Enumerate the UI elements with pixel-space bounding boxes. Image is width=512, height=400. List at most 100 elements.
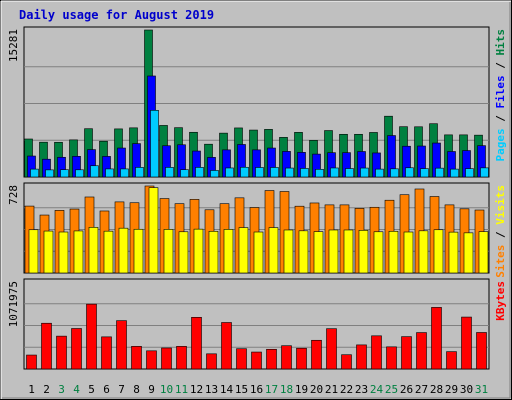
bar-kbytes-day-15 <box>236 348 247 370</box>
bar-pages-day-23 <box>360 167 369 178</box>
bar-visits-day-27 <box>418 230 429 274</box>
bar-pages-day-13 <box>210 170 219 178</box>
panel-1: 15281 Pages / Files / Hits <box>7 26 507 178</box>
bar-pages-day-29 <box>450 168 459 178</box>
bar-kbytes-day-31 <box>476 332 487 370</box>
bar-visits-day-16 <box>253 231 264 274</box>
bar-pages-day-16 <box>255 167 264 178</box>
x-tick-label-day-14: 14 <box>220 383 234 396</box>
bar-visits-day-13 <box>208 230 219 274</box>
bar-visits-day-20 <box>313 231 324 274</box>
bar-visits-day-7 <box>118 227 129 274</box>
bar-pages-day-12 <box>195 167 204 178</box>
x-tick-label-day-11: 11 <box>175 383 188 396</box>
x-tick-label-day-28: 28 <box>430 383 443 396</box>
bar-pages-day-5 <box>90 165 99 178</box>
bar-pages-day-24 <box>375 168 384 178</box>
bar-visits-day-15 <box>238 227 249 274</box>
bar-pages-day-7 <box>120 168 129 178</box>
bar-kbytes-day-3 <box>56 335 67 370</box>
bar-kbytes-day-2 <box>41 322 52 370</box>
x-tick-label-day-31: 31 <box>475 383 488 396</box>
bar-kbytes-day-14 <box>221 322 232 370</box>
bar-kbytes-day-11 <box>176 346 187 370</box>
bar-pages-day-22 <box>345 168 354 178</box>
bar-kbytes-day-25 <box>386 346 397 370</box>
bar-visits-day-1 <box>28 229 39 274</box>
x-tick-label-day-24: 24 <box>370 383 384 396</box>
bar-kbytes-day-12 <box>191 316 202 370</box>
bar-visits-day-8 <box>133 228 144 274</box>
bar-pages-day-11 <box>180 169 189 178</box>
x-tick-label-day-16: 16 <box>250 383 263 396</box>
bar-pages-day-6 <box>105 168 114 178</box>
bar-kbytes-day-1 <box>26 354 37 370</box>
x-tick-label-day-9: 9 <box>148 383 155 396</box>
bar-visits-day-21 <box>328 229 339 274</box>
bar-visits-day-10 <box>163 229 174 274</box>
bar-visits-day-24 <box>373 231 384 274</box>
panel-2: 728 Sites / Visits <box>7 182 507 278</box>
y-max-label: 15281 <box>7 29 20 62</box>
chart-panels: 15281 Pages / Files / Hits 728 Sites / Visi… <box>7 26 507 370</box>
bar-visits-day-9 <box>148 187 159 274</box>
x-tick-label-day-23: 23 <box>355 383 368 396</box>
x-tick-label-day-10: 10 <box>160 383 173 396</box>
x-tick-label-day-29: 29 <box>445 383 458 396</box>
bar-visits-day-28 <box>433 229 444 274</box>
bar-pages-day-10 <box>165 167 174 178</box>
bar-visits-day-19 <box>298 230 309 274</box>
x-tick-label-day-25: 25 <box>385 383 398 396</box>
bar-pages-day-15 <box>240 166 249 178</box>
bar-kbytes-day-18 <box>281 345 292 370</box>
bar-kbytes-day-19 <box>296 347 307 370</box>
bar-visits-day-25 <box>388 230 399 274</box>
bar-visits-day-23 <box>358 230 369 274</box>
bar-pages-day-17 <box>270 167 279 178</box>
bar-kbytes-day-24 <box>371 335 382 370</box>
bar-visits-day-18 <box>283 229 294 274</box>
x-tick-label-day-20: 20 <box>310 383 323 396</box>
bar-visits-day-26 <box>403 231 414 274</box>
y-max-label: 1071975 <box>7 281 20 327</box>
x-tick-label-day-4: 4 <box>73 383 80 396</box>
bar-kbytes-day-28 <box>431 307 442 370</box>
x-tick-label-day-2: 2 <box>43 383 50 396</box>
bar-pages-day-4 <box>75 169 84 178</box>
bar-kbytes-day-5 <box>86 303 97 370</box>
bar-pages-day-30 <box>465 168 474 178</box>
bar-visits-day-22 <box>343 229 354 274</box>
series-legend: Sites / Visits <box>494 185 507 278</box>
bar-kbytes-day-17 <box>266 348 277 370</box>
bar-kbytes-day-23 <box>356 344 367 370</box>
x-tick-label-day-5: 5 <box>88 383 95 396</box>
x-tick-label-day-6: 6 <box>103 383 110 396</box>
bar-pages-day-31 <box>480 167 489 178</box>
bar-visits-day-5 <box>88 227 99 274</box>
bar-kbytes-day-26 <box>401 336 412 370</box>
bar-pages-day-2 <box>45 169 54 178</box>
bar-pages-day-25 <box>390 168 399 178</box>
bar-visits-day-31 <box>478 231 489 274</box>
legend-hits: Hits <box>494 29 507 56</box>
bar-visits-day-4 <box>73 230 84 274</box>
series-legend: Pages / Files / Hits <box>494 29 507 162</box>
bar-visits-day-29 <box>448 231 459 274</box>
bar-pages-day-19 <box>300 168 309 178</box>
bar-kbytes-day-9 <box>146 350 157 370</box>
x-tick-label-day-1: 1 <box>28 383 35 396</box>
bar-pages-day-20 <box>315 169 324 178</box>
legend-sites: Sites <box>494 245 507 278</box>
x-axis-labels: 1 2 3 4 5 6 7 8 9 10 11 12 13 14 15 16 17 18 19 20 21 22 23 24 2… <box>28 383 488 396</box>
x-tick-label-day-27: 27 <box>415 383 428 396</box>
x-tick-label-day-3: 3 <box>58 383 65 396</box>
panel-3: 1071975 KBytes <box>7 278 507 370</box>
bar-kbytes-day-21 <box>326 328 337 370</box>
x-tick-label-day-19: 19 <box>295 383 308 396</box>
bar-kbytes-day-8 <box>131 346 142 370</box>
bar-kbytes-day-30 <box>461 316 472 370</box>
legend--: / <box>494 56 507 76</box>
bar-visits-day-3 <box>58 231 69 274</box>
bar-visits-day-11 <box>178 231 189 274</box>
